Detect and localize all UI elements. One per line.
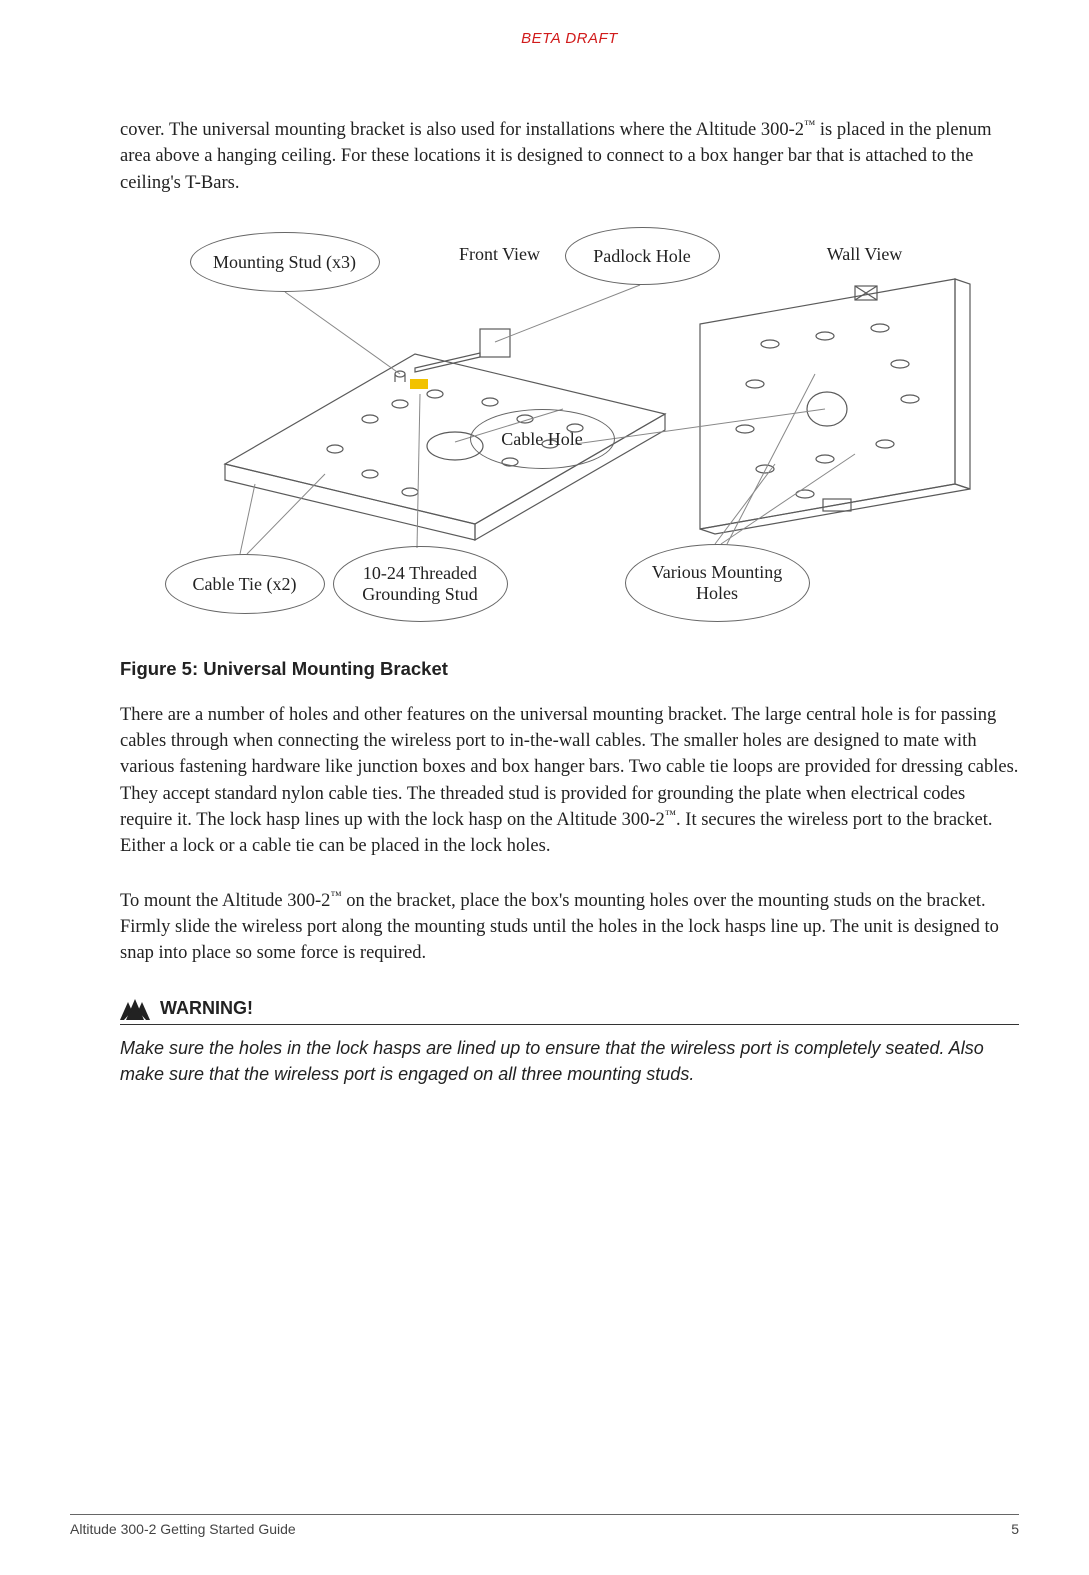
page-footer: Altitude 300-2 Getting Started Guide 5: [70, 1514, 1019, 1537]
para1-a: cover. The universal mounting bracket is…: [120, 120, 804, 140]
draft-header: BETA DRAFT: [120, 30, 1019, 47]
footer-right: 5: [1011, 1521, 1019, 1537]
warning-bar: WARNING!: [120, 995, 1019, 1025]
warning-text: Make sure the holes in the lock hasps ar…: [120, 1035, 1019, 1087]
callout-mounting-holes: Various Mounting Holes: [625, 544, 810, 622]
callout-wall-view: Wall View: [795, 244, 935, 265]
para-1: cover. The universal mounting bracket is…: [120, 117, 1019, 196]
para3-a: To mount the Altitude 300-2: [120, 891, 330, 911]
callout-padlock-hole: Padlock Hole: [565, 227, 720, 285]
callout-mounting-stud: Mounting Stud (x3): [190, 232, 380, 292]
warning-label: WARNING!: [160, 998, 253, 1019]
figure-5-caption: Figure 5: Universal Mounting Bracket: [120, 658, 1019, 680]
figure-5-universal-mounting-bracket: Mounting Stud (x3) Front View Padlock Ho…: [155, 224, 985, 644]
callout-cable-hole: Cable Hole: [470, 409, 615, 469]
para-2: There are a number of holes and other fe…: [120, 702, 1019, 860]
footer-left: Altitude 300-2 Getting Started Guide: [70, 1521, 296, 1537]
callout-front-view: Front View: [430, 244, 570, 265]
tm-2: ™: [665, 809, 676, 821]
callout-grounding-stud: 10-24 Threaded Grounding Stud: [333, 546, 508, 622]
tm-1: ™: [804, 119, 815, 131]
warning-icon: [120, 995, 150, 1021]
tm-3: ™: [330, 890, 341, 902]
callout-cable-tie: Cable Tie (x2): [165, 554, 325, 614]
para-3: To mount the Altitude 300-2™ on the brac…: [120, 888, 1019, 967]
